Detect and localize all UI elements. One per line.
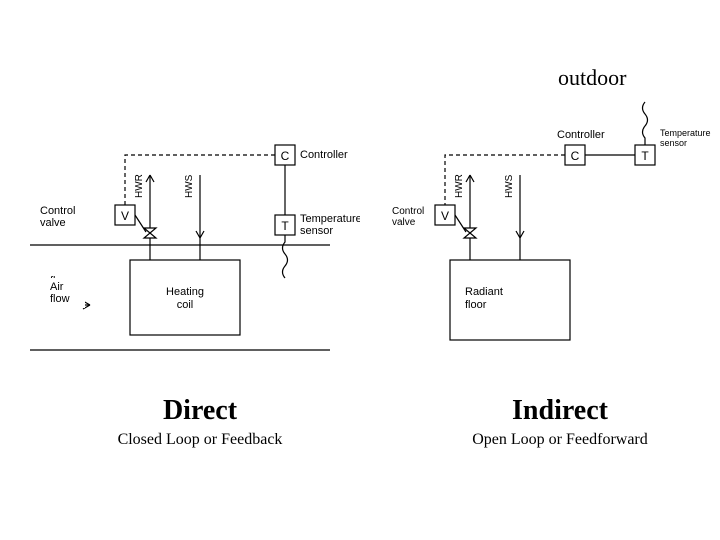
controller-box-letter: C	[281, 149, 290, 163]
right-diagram: C Controller T Temperature sensor V Cont…	[390, 100, 720, 370]
temp-label-r1: Temperature	[660, 128, 711, 138]
valve-box-letter-r: V	[441, 209, 449, 223]
air-label: Air	[50, 281, 64, 293]
radiant-label-1: Radiant	[465, 286, 503, 298]
flow-label: flow	[50, 293, 70, 305]
temp-label-r2: sensor	[660, 138, 687, 148]
outdoor-label: outdoor	[558, 65, 626, 91]
valve-box-letter: V	[121, 209, 129, 223]
heating-coil-label-1: Heating	[166, 286, 204, 298]
right-subtitle: Open Loop or Feedforward	[420, 431, 700, 449]
temp-sensor-label-1: Temperature	[300, 213, 360, 225]
cv-label-r1: Control	[392, 206, 424, 217]
hws-label: HWS	[184, 174, 195, 198]
hwr-label-r: HWR	[454, 174, 465, 198]
controller-label: Controller	[300, 149, 348, 161]
hws-label-r: HWS	[504, 174, 515, 198]
right-title-block: Indirect Open Loop or Feedforward	[420, 395, 700, 449]
temp-box-letter: T	[281, 219, 289, 233]
control-valve-label-2: valve	[40, 217, 66, 229]
temp-sensor-label-2: sensor	[300, 225, 333, 237]
left-title-block: Direct Closed Loop or Feedback	[60, 395, 340, 449]
heating-coil-label-2: coil	[177, 299, 194, 311]
left-subtitle: Closed Loop or Feedback	[60, 431, 340, 449]
left-title: Direct	[60, 395, 340, 427]
radiant-label-2: floor	[465, 299, 487, 311]
left-diagram: C Controller T Temperature sensor V Cont…	[20, 130, 360, 370]
control-valve-label-1: Control	[40, 205, 75, 217]
controller-label-r: Controller	[557, 129, 605, 141]
controller-box-letter-r: C	[571, 149, 580, 163]
hwr-label: HWR	[134, 174, 145, 198]
right-title: Indirect	[420, 395, 700, 427]
cv-label-r2: valve	[392, 217, 416, 228]
temp-box-letter-r: T	[641, 149, 649, 163]
